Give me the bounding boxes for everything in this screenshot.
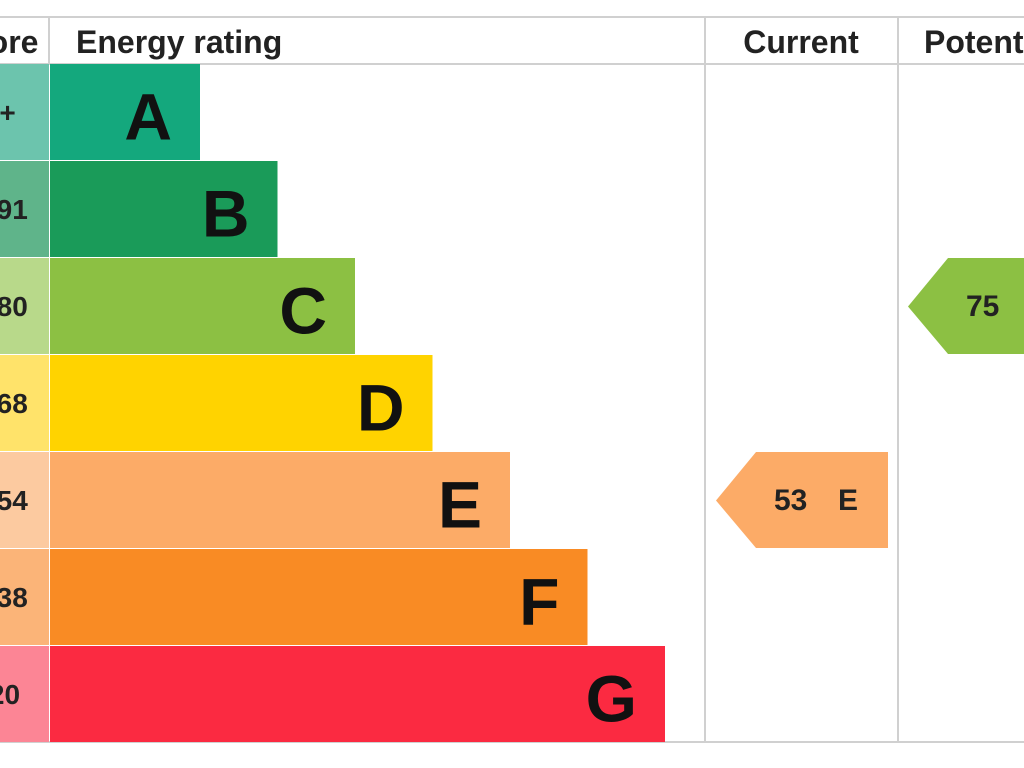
rating-arrows: 53E75C [716, 258, 1024, 548]
score-cell [0, 646, 49, 742]
score-range: 21-38 [0, 582, 28, 613]
header-energy-rating: Energy rating [76, 24, 282, 60]
score-range: 1-20 [0, 679, 20, 710]
current-arrow [716, 452, 888, 548]
header-current: Current [743, 24, 859, 60]
score-cell [0, 355, 49, 451]
rating-bar [50, 258, 355, 354]
score-range: 55-68 [0, 388, 28, 419]
rating-bar [50, 161, 278, 257]
band-letter: G [586, 662, 637, 736]
score-cell [0, 258, 49, 354]
score-cell [0, 549, 49, 645]
header-score: Score [0, 24, 38, 60]
score-range: 39-54 [0, 485, 28, 516]
current-band: E [838, 484, 858, 517]
band-letter: B [202, 177, 250, 251]
score-range: 69-80 [0, 291, 28, 322]
rating-bar [50, 549, 588, 645]
score-range: 92+ [0, 97, 16, 128]
band-letter: A [124, 80, 172, 154]
rating-bar [50, 64, 200, 160]
score-cell [0, 452, 49, 548]
current-value: 53 [774, 484, 807, 517]
potential-arrow [908, 258, 1024, 354]
rating-bar [50, 646, 665, 742]
band-letter: E [438, 468, 482, 542]
potential-value: 75 [966, 290, 999, 323]
band-letter: C [279, 274, 327, 348]
band-letter: F [519, 565, 559, 639]
rating-rows: 92+ A 81-91 B 69-80 C 55-68 D 39-54 E 21-38 F 1-20 G [0, 64, 665, 742]
rating-bar [50, 355, 433, 451]
rating-bar [50, 452, 510, 548]
score-range: 81-91 [0, 194, 28, 225]
band-letter: D [357, 371, 405, 445]
score-cell [0, 64, 49, 160]
score-cell [0, 161, 49, 257]
header-potential: Potential [924, 24, 1024, 60]
